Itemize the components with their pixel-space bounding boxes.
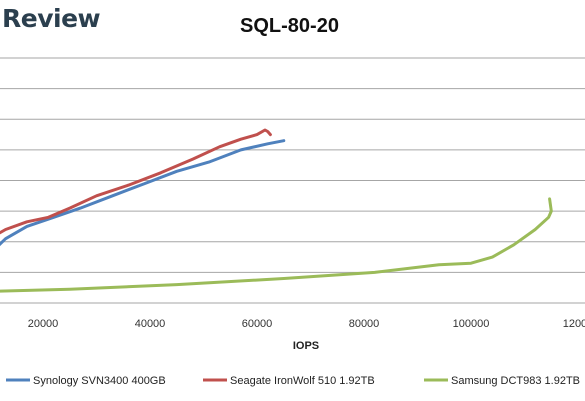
series-line-3	[0, 197, 553, 293]
chart-title: SQL-80-20	[0, 15, 585, 38]
legend-label-1: Synology SVN3400 400GB	[33, 375, 166, 387]
x-axis-label: IOPS	[293, 340, 319, 352]
chart-title-text: SQL-80-20	[240, 15, 339, 37]
x-tick-label: 80000	[349, 318, 380, 330]
x-tick-labels: 20000 40000 60000 80000 100000 12000	[28, 318, 585, 330]
x-tick-label: 20000	[28, 318, 59, 330]
legend-label-2: Seagate IronWolf 510 1.92TB	[230, 375, 375, 387]
legend-label-3: Samsung DCT983 1.92TB	[451, 375, 580, 387]
x-tick-label: 40000	[135, 318, 166, 330]
gridlines	[0, 57, 585, 273]
legend: Synology SVN3400 400GB Seagate IronWolf 5…	[6, 375, 580, 387]
series-line-1	[0, 139, 286, 247]
x-tick-label: 100000	[453, 318, 490, 330]
series-lines	[0, 128, 553, 293]
series-line-2	[0, 128, 272, 235]
x-tick-label: 12000	[563, 318, 585, 330]
x-tick-label: 60000	[242, 318, 273, 330]
brand-logo-text: Review	[2, 4, 101, 33]
